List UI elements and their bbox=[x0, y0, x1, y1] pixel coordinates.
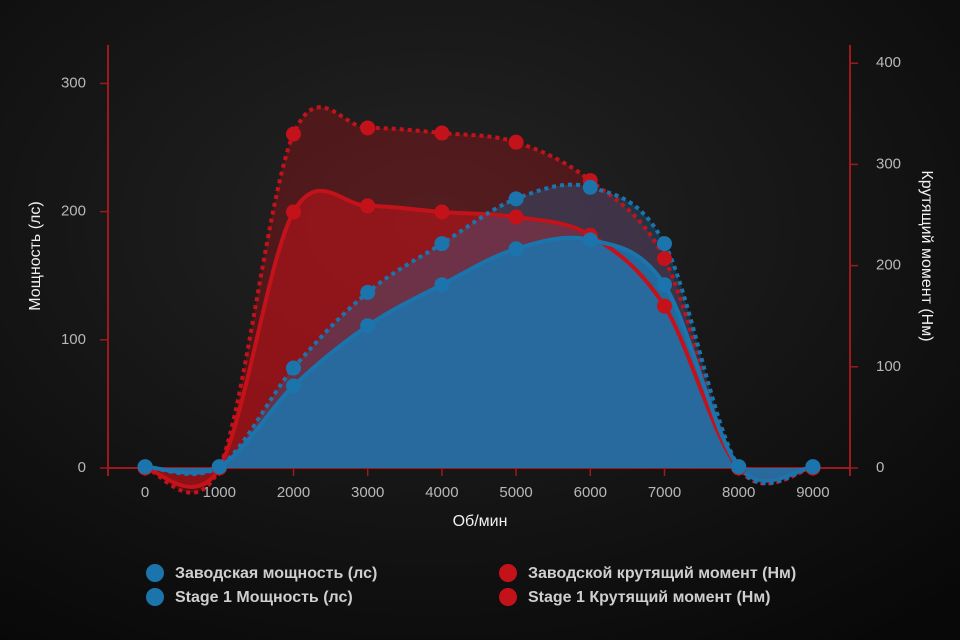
y-tick-label: 100 bbox=[61, 331, 86, 348]
y2-axis-label: Крутящий момент (Нм) bbox=[918, 170, 935, 341]
plot: 0 1000 2000 3000 4000 5000 6000 7000 8000 9000010… bbox=[61, 45, 901, 606]
legend-marker bbox=[146, 588, 164, 606]
series-line bbox=[144, 182, 814, 486]
x-tick-label: 9000 bbox=[796, 484, 829, 501]
series-area bbox=[145, 237, 813, 481]
x-tick-label: 6000 bbox=[574, 484, 607, 501]
x-tick-label: 1000 bbox=[203, 484, 236, 501]
x-tick-label: 3000 bbox=[351, 484, 384, 501]
data-point bbox=[508, 134, 524, 150]
legend-marker bbox=[499, 588, 517, 606]
y-tick-label: 0 bbox=[78, 459, 86, 476]
data-point bbox=[286, 126, 301, 142]
x-axis-label: Об/мин bbox=[453, 513, 508, 530]
legend-label: Заводской крутящий момент (Нм) bbox=[528, 565, 796, 582]
legend-label: Stage 1 Мощность (лс) bbox=[175, 589, 353, 606]
y2-tick-label: 200 bbox=[876, 257, 901, 274]
data-point bbox=[582, 179, 598, 195]
x-tick-label: 0 bbox=[141, 484, 149, 501]
data-point bbox=[508, 209, 524, 225]
x-tick-label: 5000 bbox=[499, 484, 532, 501]
series-line bbox=[144, 235, 814, 483]
legend-marker bbox=[499, 564, 517, 582]
data-point bbox=[508, 241, 524, 257]
data-point bbox=[360, 284, 376, 300]
data-point bbox=[657, 298, 672, 314]
y2-tick-label: 100 bbox=[876, 358, 901, 375]
legend-label: Заводская мощность (лс) bbox=[175, 565, 377, 582]
y-tick-label: 300 bbox=[61, 74, 86, 91]
data-point bbox=[360, 198, 376, 214]
data-point bbox=[286, 378, 301, 394]
y2-tick-label: 300 bbox=[876, 155, 901, 172]
data-point bbox=[731, 459, 747, 475]
y-tick-label: 200 bbox=[61, 203, 86, 220]
data-point bbox=[434, 236, 450, 252]
data-point bbox=[434, 125, 450, 141]
x-tick-label: 4000 bbox=[425, 484, 458, 501]
data-point bbox=[286, 204, 301, 220]
x-tick-label: 7000 bbox=[648, 484, 681, 501]
data-point bbox=[137, 459, 153, 475]
data-point bbox=[360, 318, 376, 334]
series-line bbox=[144, 188, 814, 489]
data-point bbox=[211, 459, 227, 475]
data-point bbox=[582, 232, 598, 248]
data-point bbox=[434, 204, 450, 220]
data-point bbox=[286, 360, 301, 376]
data-point bbox=[657, 277, 672, 293]
data-point bbox=[434, 277, 450, 293]
data-point bbox=[805, 459, 821, 475]
data-point bbox=[657, 251, 672, 267]
y2-tick-label: 400 bbox=[876, 54, 901, 71]
data-point bbox=[360, 120, 376, 136]
data-point bbox=[508, 191, 524, 207]
y2-tick-label: 0 bbox=[876, 459, 884, 476]
legend-label: Stage 1 Крутящий момент (Нм) bbox=[528, 589, 770, 606]
y-axis-label: Мощность (лс) bbox=[27, 201, 44, 310]
data-point bbox=[657, 236, 672, 252]
x-tick-label: 8000 bbox=[722, 484, 755, 501]
legend-marker bbox=[146, 564, 164, 582]
x-tick-label: 2000 bbox=[277, 484, 310, 501]
